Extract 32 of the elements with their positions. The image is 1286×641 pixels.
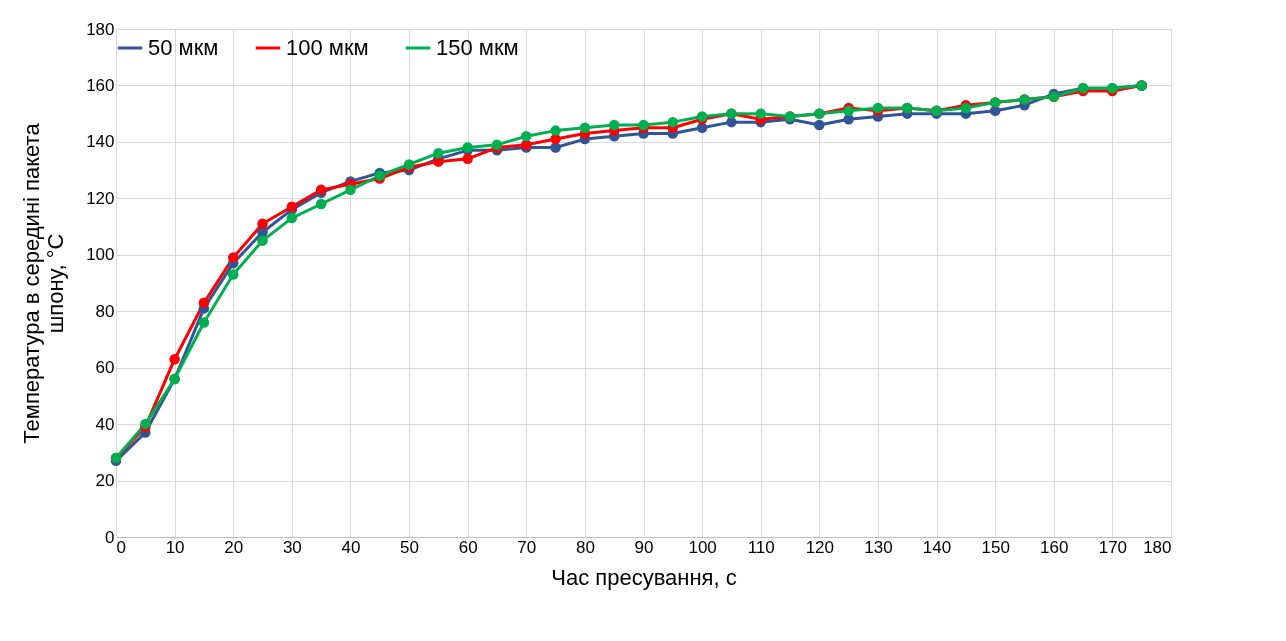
x-tick-label: 110	[747, 537, 775, 557]
x-tick-label: 100	[688, 537, 717, 557]
y-axis-title: Температура в середині пакета шпону, °С	[19, 122, 69, 444]
y-tick-label: 80	[95, 301, 115, 321]
x-tick-label: 30	[282, 537, 302, 557]
y-tick-label: 60	[95, 358, 115, 378]
y-tick-label: 160	[86, 75, 115, 95]
x-tick-label: 50	[400, 537, 420, 557]
x-tick-label: 40	[341, 537, 361, 557]
x-tick-label: 70	[517, 537, 537, 557]
x-tick-label: 90	[634, 537, 654, 557]
legend-label: 100 мкм	[286, 35, 369, 60]
x-tick-label: 10	[165, 537, 185, 557]
x-tick-label: 120	[805, 537, 835, 557]
y-tick-label: 20	[95, 471, 115, 491]
y-tick-label: 40	[95, 414, 115, 434]
x-tick-label: 130	[864, 537, 893, 557]
x-tick-label: 60	[458, 537, 478, 557]
x-tick-label: 80	[575, 537, 595, 557]
legend-label: 50 мкм	[148, 35, 219, 60]
x-tick-label: 180	[1143, 537, 1172, 557]
y-tick-label: 140	[86, 132, 115, 152]
legend-label: 150 мкм	[436, 35, 519, 60]
x-axis-title: Час пресування, с	[551, 564, 737, 590]
y-tick-label: 180	[86, 19, 115, 39]
x-tick-label: 170	[1098, 537, 1128, 557]
x-tick-label: 150	[981, 537, 1010, 557]
y-tick-label: 120	[86, 188, 115, 208]
x-tick-label: 140	[922, 537, 952, 557]
y-tick-label: 100	[86, 245, 115, 265]
x-tick-label: 20	[224, 537, 244, 557]
x-tick-label: 160	[1040, 537, 1069, 557]
